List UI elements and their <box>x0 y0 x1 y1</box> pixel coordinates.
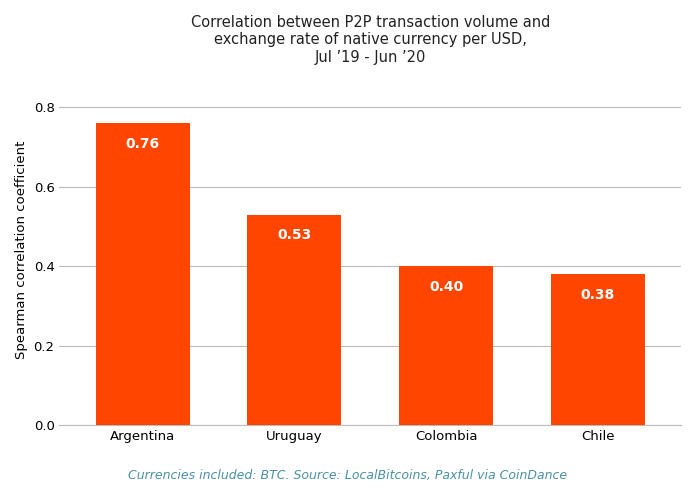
Text: Currencies included: BTC. Source: LocalBitcoins, Paxful via CoinDance: Currencies included: BTC. Source: LocalB… <box>129 469 567 482</box>
Bar <box>399 266 493 425</box>
Text: 0.38: 0.38 <box>580 288 615 302</box>
Bar <box>96 123 190 425</box>
Y-axis label: Spearman correlation coefficient: Spearman correlation coefficient <box>15 141 28 359</box>
Text: 0.40: 0.40 <box>429 280 463 294</box>
Text: 0.76: 0.76 <box>126 137 160 151</box>
Bar <box>551 274 644 425</box>
Bar <box>247 215 342 425</box>
Text: 0.53: 0.53 <box>277 228 312 243</box>
Title: Correlation between P2P transaction volume and
exchange rate of native currency : Correlation between P2P transaction volu… <box>191 15 550 65</box>
